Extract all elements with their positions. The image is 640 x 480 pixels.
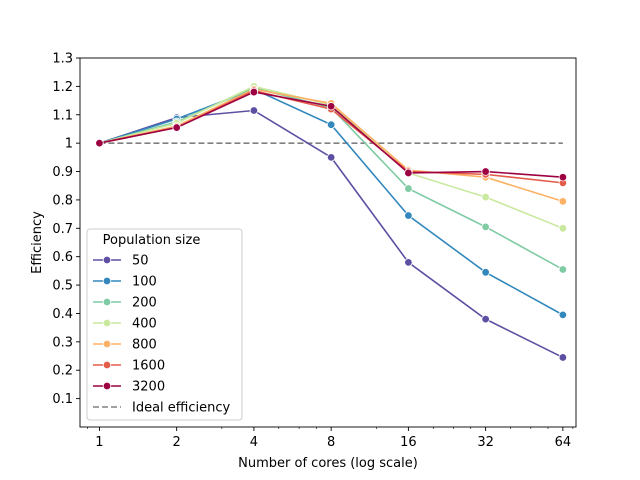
data-point-3200-8 [326,102,336,111]
y-tick-label: 0.3 [52,335,73,350]
y-tick-label: 0.5 [52,279,73,294]
legend-label-100: 100 [132,275,157,290]
plot-area [95,82,568,362]
data-point-200-32 [481,222,490,232]
x-tick-label: 2 [173,435,181,450]
y-axis-label: Efficiency [30,211,45,274]
y-tick-label: 0.7 [52,222,73,237]
axes: 1 2 4 8 16 32 64 0.1 0.2 0.3 0.4 0.5 0.6 0.7 0.8 0.9 1 1.… [52,52,577,450]
x-tick-label: 8 [327,435,335,450]
y-tick-label: 0.1 [52,392,73,407]
data-point-50-4 [249,106,259,115]
y-tick-label: 1.1 [52,108,73,123]
x-axis-label: Number of cores (log scale) [238,456,418,471]
axes-frame [79,57,577,428]
data-point-400-64 [558,224,568,233]
data-point-50-32 [481,314,490,324]
legend-marker-1600 [102,360,112,370]
data-point-3200-1 [95,138,104,148]
data-point-3200-16 [404,168,413,178]
data-point-100-32 [481,268,490,277]
x-tick-label: 64 [555,435,572,450]
data-point-200-64 [558,265,568,274]
legend-marker-3200 [102,381,112,391]
legend-label-200: 200 [132,296,157,311]
legend-label-800: 800 [132,338,157,353]
legend-label-1600: 1600 [132,359,165,374]
y-tick-label: 1.2 [52,80,73,95]
y-tick-label: 0.8 [52,193,73,208]
legend-marker-100 [102,276,112,286]
x-tick-label: 1 [95,435,103,450]
y-tick-label: 1 [65,137,73,152]
legend-box [86,228,243,421]
legend-label-3200: 3200 [132,380,165,395]
x-tick-label: 32 [477,435,494,450]
legend: Population size 50 100 200 400 800 1600 3200 Id… [86,228,243,421]
y-tick-label: 0.4 [52,307,73,322]
x-tick-label: 4 [250,435,258,450]
data-point-50-16 [404,258,413,267]
legend-marker-800 [102,339,112,349]
legend-label-50: 50 [132,254,149,269]
y-tick-label: 0.2 [52,364,73,379]
legend-title: Population size [103,233,201,248]
data-point-3200-64 [558,173,568,182]
legend-marker-50 [102,255,112,265]
x-tick-label: 16 [400,435,417,450]
data-point-100-8 [326,120,336,129]
y-tick-label: 1.3 [52,52,73,67]
legend-marker-400 [102,318,112,328]
y-tick-label: 0.6 [52,250,73,265]
data-point-3200-2 [172,123,181,132]
data-point-400-32 [481,192,490,202]
legend-marker-200 [102,297,112,307]
data-point-50-8 [326,153,336,162]
legend-label-400: 400 [132,317,157,332]
legend-label-ideal: Ideal efficiency [132,401,231,416]
y-tick-label: 0.9 [52,165,73,180]
data-point-100-64 [558,310,568,320]
data-point-200-16 [404,184,413,193]
data-point-50-64 [558,353,568,362]
data-point-100-16 [404,211,413,220]
data-point-3200-32 [481,167,490,176]
data-point-3200-4 [249,87,259,97]
data-point-800-64 [558,197,568,206]
